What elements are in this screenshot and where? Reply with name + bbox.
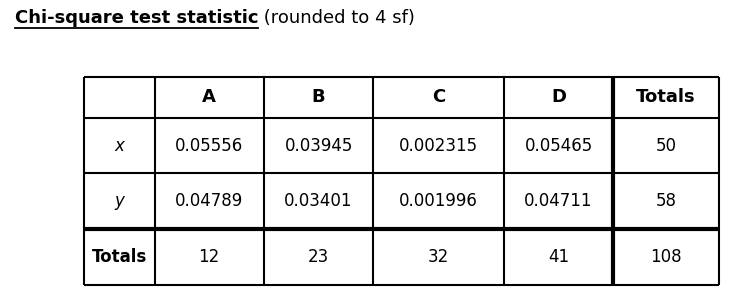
Text: 41: 41 <box>548 248 569 266</box>
Text: A: A <box>202 88 216 106</box>
Text: 50: 50 <box>656 137 677 155</box>
Text: 23: 23 <box>308 248 329 266</box>
Text: 0.001996: 0.001996 <box>399 192 478 210</box>
Text: B: B <box>312 88 326 106</box>
Text: Chi-square test statistic: Chi-square test statistic <box>15 9 258 27</box>
Text: 108: 108 <box>650 248 682 266</box>
Text: 0.03401: 0.03401 <box>284 192 353 210</box>
Text: C: C <box>432 88 445 106</box>
Text: 0.03945: 0.03945 <box>285 137 353 155</box>
Text: y: y <box>115 192 124 210</box>
Text: 32: 32 <box>428 248 449 266</box>
Text: x: x <box>115 137 124 155</box>
Text: 0.04711: 0.04711 <box>524 192 593 210</box>
Text: Totals: Totals <box>637 88 696 106</box>
Text: (rounded to 4 sf): (rounded to 4 sf) <box>258 9 415 27</box>
Text: 58: 58 <box>656 192 677 210</box>
Text: 0.05556: 0.05556 <box>175 137 243 155</box>
Text: D: D <box>551 88 566 106</box>
Text: 0.002315: 0.002315 <box>399 137 478 155</box>
Text: 12: 12 <box>199 248 220 266</box>
Text: 0.04789: 0.04789 <box>175 192 243 210</box>
Text: Totals: Totals <box>91 248 147 266</box>
Text: 0.05465: 0.05465 <box>524 137 593 155</box>
